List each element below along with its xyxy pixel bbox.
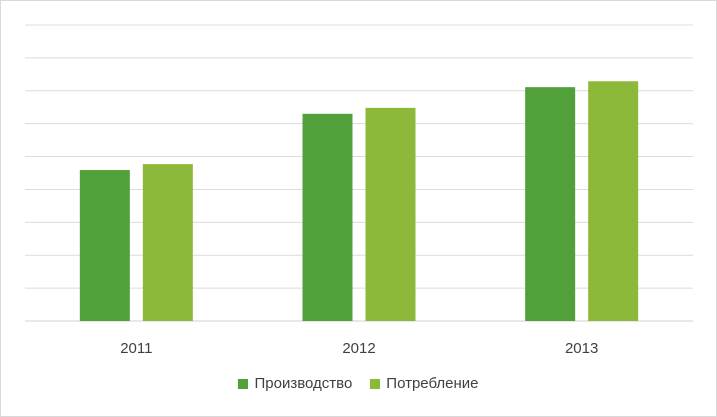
x-tick-label: 2011	[120, 340, 152, 357]
bar-consumption-2012	[365, 107, 416, 321]
legend: Производство Потребление	[1, 375, 716, 392]
bar-consumption-2011	[142, 164, 193, 321]
bar-consumption-2013	[588, 81, 639, 322]
bar-production-2013	[525, 87, 576, 321]
bar-production-2011	[79, 170, 130, 321]
legend-item-consumption: Потребление	[370, 375, 479, 392]
x-tick-label: 2013	[565, 340, 598, 357]
x-tick-label: 2012	[342, 340, 375, 357]
bar-chart: 2011 2012 2013	[25, 24, 693, 357]
legend-swatch-production	[238, 378, 249, 389]
legend-label-consumption: Потребление	[386, 375, 479, 392]
bar-production-2012	[302, 113, 353, 321]
legend-swatch-consumption	[370, 378, 381, 389]
legend-item-production: Производство	[238, 375, 352, 392]
legend-label-production: Производство	[254, 375, 353, 392]
